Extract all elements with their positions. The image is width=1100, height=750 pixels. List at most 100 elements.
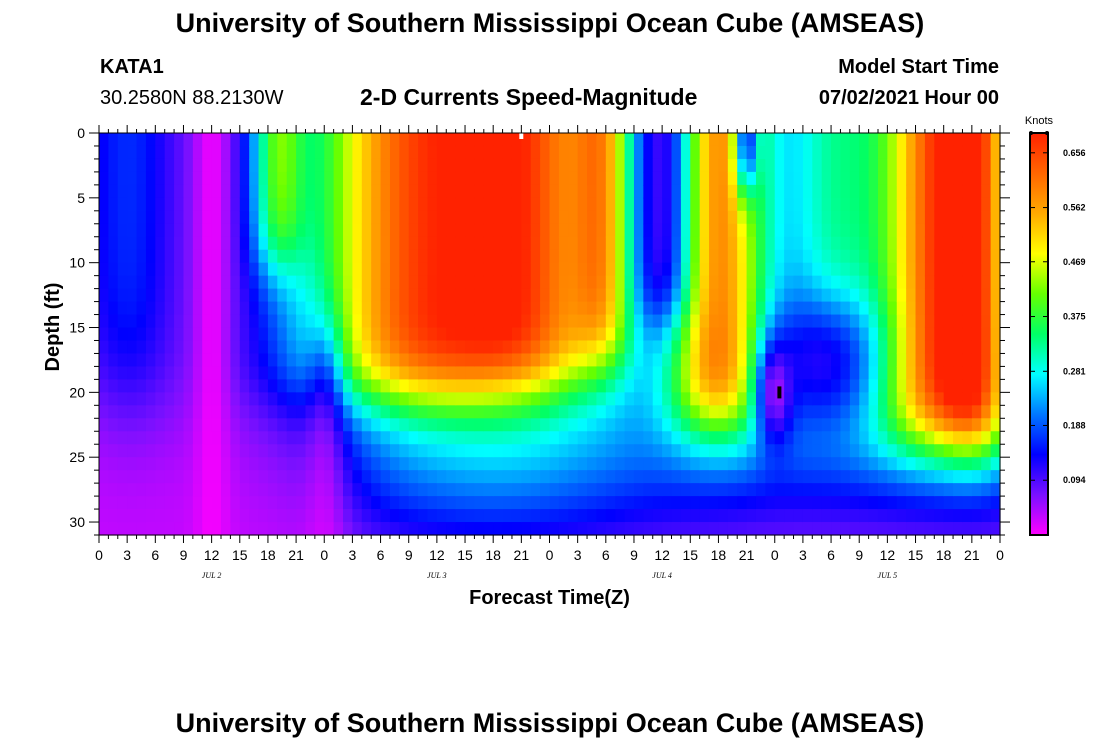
heatmap-cell: [924, 145, 935, 160]
heatmap-cell: [530, 470, 541, 484]
heatmap-cell: [859, 301, 870, 316]
heatmap-cell: [877, 249, 888, 264]
heatmap-cell: [183, 366, 194, 380]
heatmap-cell: [117, 210, 128, 225]
heatmap-cell: [709, 496, 720, 510]
heatmap-cell: [943, 133, 954, 147]
heatmap-cell: [521, 444, 532, 458]
heatmap-cell: [99, 366, 109, 380]
heatmap-cell: [633, 470, 644, 484]
heatmap-cell: [990, 158, 1001, 173]
heatmap-cell: [277, 457, 288, 471]
heatmap-cell: [108, 457, 119, 471]
heatmap-cell: [765, 457, 776, 471]
heatmap-cell: [831, 509, 842, 523]
heatmap-cell: [990, 353, 1001, 368]
heatmap-cell: [267, 496, 278, 510]
heatmap-cell: [258, 301, 269, 316]
heatmap-cell: [183, 327, 194, 342]
heatmap-cell: [361, 379, 372, 393]
heatmap-cell: [418, 431, 429, 445]
heatmap-cell: [127, 301, 138, 316]
heatmap-cell: [117, 379, 128, 393]
heatmap-cell: [737, 509, 748, 523]
x-tick-label: 0: [771, 547, 779, 563]
heatmap-cell: [577, 522, 588, 536]
heatmap-cell: [849, 366, 860, 380]
heatmap-cell: [953, 197, 964, 212]
heatmap-cell: [446, 496, 457, 510]
heatmap-cell: [840, 431, 851, 445]
heatmap-cell: [286, 145, 297, 160]
heatmap-cell: [314, 145, 325, 160]
heatmap-cell: [446, 418, 457, 432]
heatmap-cell: [314, 366, 325, 380]
heatmap-cell: [183, 145, 194, 160]
heatmap-cell: [802, 509, 813, 523]
heatmap-cell: [906, 509, 917, 523]
heatmap-cell: [943, 184, 954, 199]
heatmap-cell: [821, 327, 832, 342]
heatmap-cell: [399, 223, 410, 238]
heatmap-cell: [849, 405, 860, 419]
heatmap-cell: [624, 210, 635, 225]
x-tick-label: 3: [349, 547, 357, 563]
heatmap-cell: [896, 223, 907, 238]
heatmap-cell: [493, 171, 504, 186]
heatmap-cell: [812, 366, 823, 380]
heatmap-cell: [314, 405, 325, 419]
heatmap-cell: [202, 379, 213, 393]
heatmap-cell: [746, 158, 757, 173]
heatmap-cell: [192, 418, 203, 432]
heatmap-cell: [896, 145, 907, 160]
heatmap-cell: [164, 496, 175, 510]
heatmap-cell: [680, 145, 691, 160]
heatmap-cell: [483, 418, 494, 432]
heatmap-cell: [587, 444, 598, 458]
heatmap-cell: [671, 405, 682, 419]
heatmap-cell: [455, 457, 466, 471]
heatmap-cell: [493, 379, 504, 393]
heatmap-cell: [915, 158, 926, 173]
heatmap-cell: [924, 392, 935, 406]
heatmap-cell: [99, 457, 109, 471]
heatmap-cell: [277, 444, 288, 458]
heatmap-cell: [962, 249, 973, 264]
heatmap-cell: [633, 262, 644, 277]
heatmap-cell: [615, 236, 626, 251]
heatmap-cell: [831, 275, 842, 290]
heatmap-cell: [812, 496, 823, 510]
heatmap-cell: [558, 249, 569, 264]
heatmap-cell: [643, 379, 654, 393]
heatmap-cell: [924, 288, 935, 303]
heatmap-cell: [962, 171, 973, 186]
heatmap-cell: [615, 496, 626, 510]
heatmap-cell: [136, 210, 147, 225]
heatmap-cell: [380, 496, 391, 510]
heatmap-cell: [136, 236, 147, 251]
heatmap-cell: [793, 405, 804, 419]
heatmap-cell: [258, 133, 269, 147]
heatmap-cell: [690, 379, 701, 393]
station-coordinates: 30.2580N 88.2130W: [100, 87, 284, 109]
heatmap-cell: [727, 405, 738, 419]
heatmap-cell: [943, 301, 954, 316]
heatmap-cell: [699, 301, 710, 316]
heatmap-cell: [643, 184, 654, 199]
heatmap-cell: [718, 392, 729, 406]
heatmap-cell: [164, 457, 175, 471]
heatmap-cell: [399, 379, 410, 393]
heatmap-cell: [202, 145, 213, 160]
heatmap-cell: [174, 133, 185, 147]
heatmap-cell: [690, 327, 701, 342]
heatmap-cell: [540, 158, 551, 173]
heatmap-cell: [765, 340, 776, 355]
heatmap-cell: [145, 418, 156, 432]
heatmap-cell: [887, 470, 898, 484]
heatmap-cell: [981, 340, 992, 355]
heatmap-cell: [784, 314, 795, 329]
heatmap-cell: [249, 275, 260, 290]
heatmap-cell: [943, 522, 954, 536]
heatmap-cell: [145, 522, 156, 536]
heatmap-cell: [953, 184, 964, 199]
